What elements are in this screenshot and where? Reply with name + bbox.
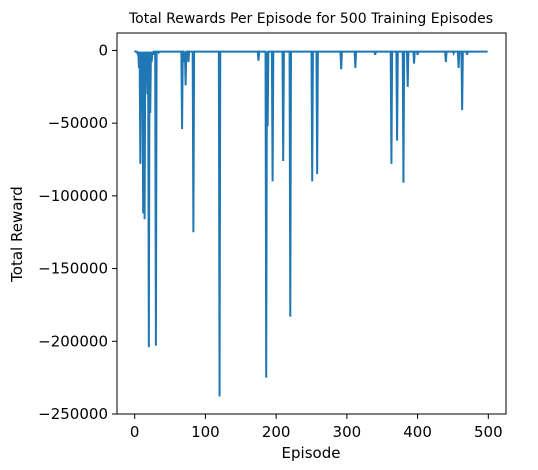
plot-area <box>116 32 507 415</box>
y-axis-label: Total Reward <box>8 186 26 283</box>
x-tick-label: 300 <box>333 423 362 441</box>
series-line-total-reward <box>133 50 488 397</box>
chart-title: Total Rewards Per Episode for 500 Traini… <box>128 11 493 27</box>
y-tick-label: 0 <box>98 41 108 59</box>
x-tick-label: 0 <box>130 423 140 441</box>
y-tick-label: −150000 <box>38 260 108 278</box>
y-tick-label: −50000 <box>48 114 108 132</box>
plot-frame <box>116 32 507 415</box>
x-axis-label: Episode <box>282 444 341 462</box>
x-tick-label: 400 <box>403 423 432 441</box>
y-axis-ticks: 0 −50000 −100000 −150000 −200000 −250000 <box>38 41 117 423</box>
y-tick-label: −250000 <box>38 405 108 423</box>
x-tick-label: 100 <box>191 423 220 441</box>
x-tick-label: 500 <box>474 423 503 441</box>
y-tick-label: −200000 <box>38 332 108 350</box>
x-tick-label: 200 <box>262 423 291 441</box>
x-axis-ticks: 0 100 200 300 400 500 <box>130 414 503 441</box>
y-tick-label: −100000 <box>38 187 108 205</box>
